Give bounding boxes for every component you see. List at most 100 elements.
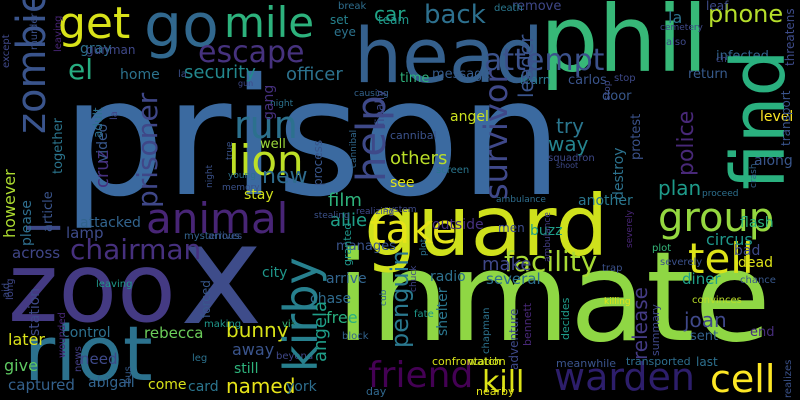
word-rebecca: rebecca: [144, 324, 204, 342]
word-decides: summary: [649, 304, 662, 356]
word-article: article: [41, 191, 56, 232]
word-leaf: leaf: [706, 0, 729, 13]
word-protest: protest: [629, 113, 644, 160]
word-learn: learn: [520, 73, 551, 87]
word-bunny: bunny: [226, 318, 289, 342]
word-need: need: [80, 350, 118, 368]
word-way: way: [548, 132, 589, 156]
word-diner: diner: [682, 270, 721, 288]
word-crash: severely: [660, 257, 703, 268]
word-granted: chuck: [409, 265, 419, 292]
word-gang: gang: [261, 84, 277, 120]
word-away: away: [232, 340, 275, 359]
word-remove: remove: [512, 0, 562, 14]
word-film: film: [328, 190, 362, 211]
word-city: city: [262, 265, 288, 281]
word-chance: convinces: [692, 295, 742, 306]
word-peterson: child: [716, 55, 738, 65]
word-end: end: [750, 325, 775, 340]
word-process: night: [205, 164, 215, 188]
word-child: screen: [436, 165, 470, 176]
word-severely: plot: [419, 238, 429, 256]
word-stay: la: [109, 111, 120, 120]
word-realizes: chance: [740, 275, 776, 286]
word-cemetery: cannibal: [349, 129, 359, 168]
word-get: get: [58, 0, 131, 49]
word-prisoner: prisoner: [131, 92, 164, 208]
word-squadron: process: [311, 139, 325, 186]
word-abigail: abigail: [88, 375, 135, 391]
word-cell: cell: [710, 357, 776, 400]
word-dead: dead: [738, 255, 773, 271]
word-via: making: [204, 319, 242, 330]
word-block: york: [286, 379, 317, 395]
word-attacked: la: [178, 69, 187, 80]
word-memory: system: [384, 205, 417, 215]
word-take: take: [370, 207, 457, 253]
word-free: free: [326, 308, 358, 327]
word-infected: infected: [716, 49, 769, 64]
word-making: forced: [199, 280, 213, 318]
word-stealing: ambulance: [543, 212, 553, 262]
word-mysterious: bus: [123, 366, 134, 384]
word-another: another: [578, 193, 633, 209]
word-try: try: [556, 114, 584, 138]
word-arrives: mysterious: [184, 231, 240, 242]
word-adult: adult: [91, 107, 105, 138]
word-car: car: [374, 2, 406, 26]
word-security: security: [184, 62, 256, 83]
word-stop: cannibal: [390, 129, 437, 142]
word-trap: severely: [625, 210, 635, 248]
word-back: back: [424, 0, 486, 30]
word-proceed: plot: [652, 243, 672, 254]
word-later: later: [8, 330, 45, 349]
word-la: la: [668, 8, 683, 27]
word-arrive: arrive: [326, 271, 367, 287]
word-day: fate: [414, 309, 434, 320]
word-head: head: [354, 11, 544, 100]
word-men: men: [498, 221, 525, 235]
word-group: group: [658, 195, 775, 241]
word-screen: causing: [354, 89, 389, 99]
word-break: break: [338, 1, 367, 12]
word-officer: officer: [286, 64, 343, 85]
word-bad: bad: [734, 243, 761, 259]
word-across: across: [12, 244, 61, 262]
word-sent: sent: [690, 329, 719, 344]
word-message: message: [432, 67, 491, 82]
word-still: still: [234, 361, 259, 377]
word-time: time: [400, 71, 430, 86]
word-leaving: leaving: [53, 15, 64, 52]
word-well: well: [260, 137, 286, 152]
word-except: except: [1, 34, 12, 68]
word-cannibal: gun: [238, 79, 254, 88]
word-leader: leader: [514, 34, 538, 98]
word-see: see: [390, 175, 415, 191]
word-phil: phil: [540, 0, 708, 93]
word-flash: flash: [740, 215, 774, 231]
word-nearby: adventure: [507, 308, 521, 370]
word-mile: mile: [224, 0, 315, 47]
word-phone: phone: [708, 0, 784, 28]
word-buzz: buzz: [530, 223, 563, 239]
word-york: leg: [192, 353, 208, 364]
word-night: young: [228, 171, 256, 181]
word-gray: gray: [80, 41, 112, 57]
word-animal: animal: [146, 194, 289, 243]
word-lamp: lamp: [66, 224, 104, 242]
word-set: set: [330, 13, 349, 27]
word-finally: night: [270, 99, 294, 109]
word-carlos: carlos: [568, 73, 607, 88]
word-system: proceed: [702, 189, 739, 199]
word-gunman: gunman: [86, 43, 136, 57]
word-guard: guard: [364, 177, 609, 275]
word-police: police: [674, 110, 699, 176]
word-leg: beyond: [276, 351, 314, 362]
word-allie: allie: [330, 210, 368, 231]
word-causing: true: [225, 141, 235, 160]
word-manage: attacked: [80, 215, 141, 231]
word-new: new: [262, 164, 308, 189]
word-killing: realizes: [783, 359, 794, 398]
word-denise: stay: [244, 187, 274, 203]
word-ambulance: trap: [602, 263, 623, 274]
